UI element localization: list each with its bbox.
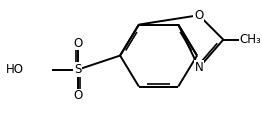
Text: CH₃: CH₃ [240, 33, 261, 46]
Text: HO: HO [6, 63, 24, 76]
Text: S: S [74, 63, 81, 76]
Text: O: O [73, 37, 83, 50]
Text: O: O [73, 89, 83, 102]
Text: O: O [194, 9, 204, 22]
Text: HO: HO [6, 63, 24, 76]
Text: N: N [194, 61, 203, 74]
